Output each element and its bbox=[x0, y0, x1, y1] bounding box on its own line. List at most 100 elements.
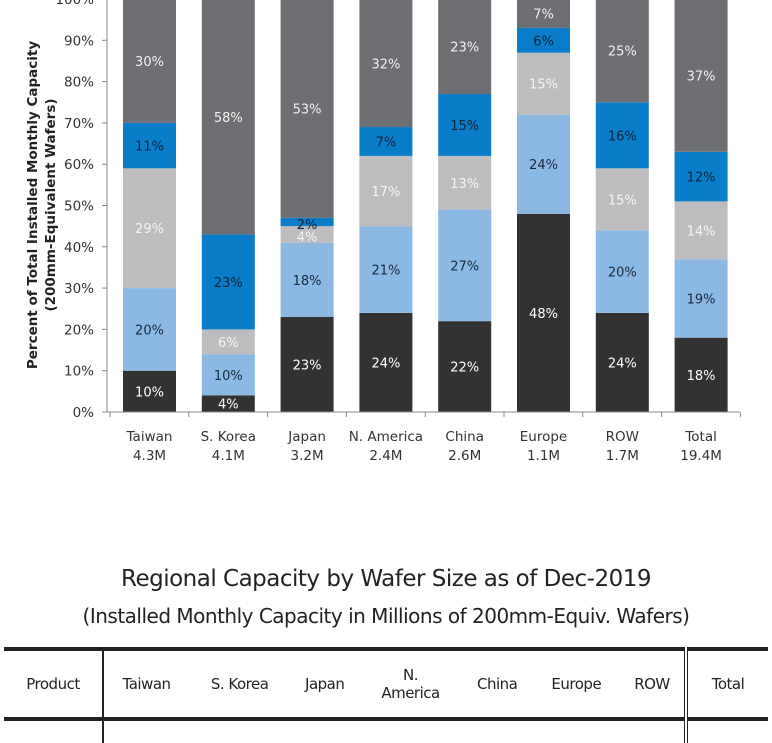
data-label: 4% bbox=[297, 231, 318, 246]
data-label: 18% bbox=[293, 274, 322, 289]
bar-segment bbox=[280, 0, 334, 218]
bar-segment bbox=[517, 213, 570, 412]
bar-segment bbox=[201, 329, 255, 355]
header-total: Total bbox=[686, 647, 768, 721]
x-tick-label: Japan bbox=[287, 429, 326, 445]
bar-segment bbox=[438, 0, 492, 94]
x-tick-sublabel: 1.7M bbox=[606, 448, 639, 464]
y-tick-label: 10% bbox=[64, 364, 94, 380]
header-na-line2: America bbox=[381, 684, 440, 702]
bar-segment bbox=[595, 0, 649, 103]
data-label: 19% bbox=[687, 292, 716, 307]
bar-segment bbox=[595, 230, 649, 313]
data-label: 15% bbox=[608, 193, 637, 208]
table-title: Regional Capacity by Wafer Size as of De… bbox=[121, 566, 652, 592]
bar-segment bbox=[595, 168, 649, 231]
data-label: 10% bbox=[135, 385, 164, 400]
data-label: 48% bbox=[529, 307, 558, 322]
data-label: 7% bbox=[376, 135, 397, 150]
x-tick-sublabel: 1.1M bbox=[527, 448, 560, 464]
x-tick-sublabel: 3.2M bbox=[291, 448, 324, 464]
bar-segment bbox=[123, 0, 176, 123]
x-tick-sublabel: 4.1M bbox=[212, 448, 245, 464]
y-tick-label: 30% bbox=[64, 281, 94, 297]
bar-segment bbox=[595, 102, 649, 169]
bar-segment bbox=[674, 0, 728, 152]
x-tick-label: ROW bbox=[606, 429, 639, 445]
data-label: 14% bbox=[687, 224, 716, 239]
x-tick-sublabel: 4.3M bbox=[133, 448, 166, 464]
header-row: ROW bbox=[619, 647, 689, 721]
stacked-bar-chart: Percent of Total Installed Monthly Capac… bbox=[25, 0, 741, 464]
data-label: 2% bbox=[297, 218, 318, 233]
table-subtitle: (Installed Monthly Capacity in Millions … bbox=[82, 604, 690, 628]
header-taiwan: Taiwan bbox=[103, 647, 190, 721]
capacity-table: Product Taiwan S. Korea Japan N. America … bbox=[4, 647, 768, 743]
bar-segment bbox=[517, 0, 570, 28]
data-label: 17% bbox=[371, 185, 400, 200]
bar-segment bbox=[438, 321, 492, 412]
data-label: 27% bbox=[450, 259, 479, 274]
y-tick-label: 40% bbox=[64, 240, 94, 256]
y-tick-label: 60% bbox=[64, 157, 94, 173]
x-tick-label: Total bbox=[684, 429, 717, 445]
x-tick-label: S. Korea bbox=[201, 429, 256, 445]
data-label: 25% bbox=[608, 45, 637, 60]
data-label: 20% bbox=[608, 266, 637, 281]
data-label: 53% bbox=[293, 102, 322, 117]
data-label: 12% bbox=[687, 171, 716, 186]
data-label: 7% bbox=[533, 7, 554, 22]
bar-segment bbox=[201, 234, 255, 330]
data-label: 11% bbox=[135, 140, 164, 155]
y-tick-label: 0% bbox=[73, 405, 95, 421]
bar-segment bbox=[123, 122, 176, 169]
bar-segment bbox=[674, 337, 728, 412]
bar-segment bbox=[674, 201, 728, 260]
data-label: 24% bbox=[608, 356, 637, 371]
data-label: 37% bbox=[687, 69, 716, 84]
bar-segment bbox=[438, 209, 492, 322]
bar-segment bbox=[595, 312, 649, 412]
x-tick-sublabel: 2.6M bbox=[448, 448, 481, 464]
data-label: 30% bbox=[135, 55, 164, 70]
bar-segment bbox=[123, 370, 176, 412]
y-tick-label: 70% bbox=[64, 116, 94, 132]
y-axis-title: Percent of Total Installed Monthly Capac… bbox=[25, 41, 41, 369]
bar-segment bbox=[359, 127, 413, 156]
data-label: 6% bbox=[533, 34, 554, 49]
bar-segment bbox=[359, 226, 413, 313]
data-label: 15% bbox=[450, 119, 479, 134]
bar-segment bbox=[438, 93, 492, 156]
bar-segment bbox=[517, 27, 570, 53]
data-label: 13% bbox=[450, 177, 479, 192]
data-label: 22% bbox=[450, 361, 479, 376]
data-label: 20% bbox=[135, 323, 164, 338]
bar-segment bbox=[123, 288, 176, 371]
bar-segment bbox=[517, 114, 570, 214]
bar-segment bbox=[201, 354, 255, 396]
data-label: 18% bbox=[687, 369, 716, 384]
data-label: 29% bbox=[135, 222, 164, 237]
data-label: 24% bbox=[371, 356, 400, 371]
bar-segment bbox=[280, 226, 334, 243]
y-axis-label: Percent of Total Installed Monthly Capac… bbox=[25, 41, 59, 369]
table-row bbox=[4, 719, 768, 743]
header-china: China bbox=[461, 647, 533, 721]
y-tick-label: 20% bbox=[64, 322, 94, 338]
bar-segment bbox=[280, 217, 334, 227]
header-korea: S. Korea bbox=[189, 647, 291, 721]
x-tick-label: Europe bbox=[520, 429, 567, 445]
bar-segment bbox=[201, 395, 255, 412]
x-tick-label: China bbox=[445, 429, 484, 445]
data-label: 6% bbox=[218, 336, 239, 351]
y-tick-label: 80% bbox=[64, 75, 94, 91]
y-tick-label: 100% bbox=[55, 0, 94, 8]
header-product: Product bbox=[4, 647, 104, 721]
x-tick-sublabel: 2.4M bbox=[369, 448, 402, 464]
x-tick-sublabel: 19.4M bbox=[680, 448, 722, 464]
header-na-line1: N. bbox=[403, 666, 419, 684]
data-label: 15% bbox=[529, 78, 558, 93]
bar-segment bbox=[280, 317, 334, 412]
bar-segment bbox=[674, 259, 728, 338]
y-tick-label: 50% bbox=[64, 199, 94, 215]
